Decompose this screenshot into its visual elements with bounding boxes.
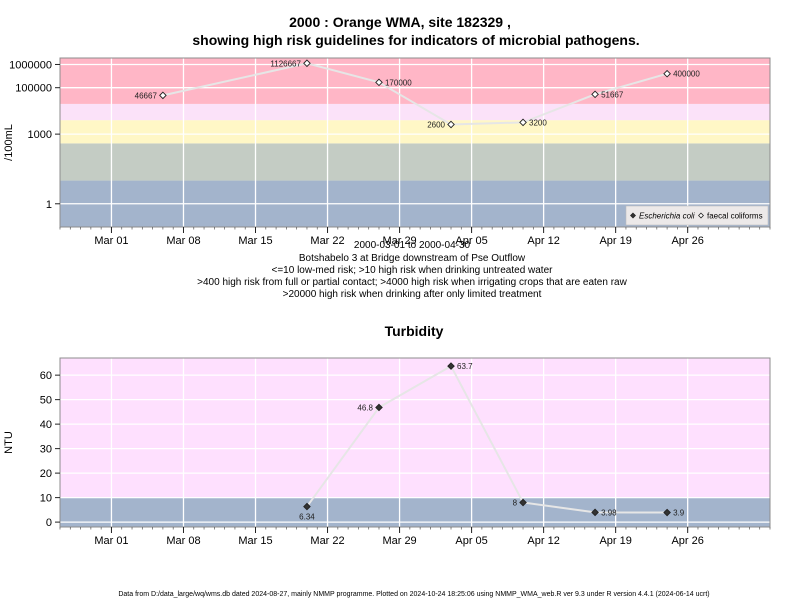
y-tick-label: 50	[40, 395, 52, 407]
x-tick-label: Mar 01	[94, 235, 128, 247]
data-label: 400000	[673, 70, 700, 79]
risk-band-2	[60, 358, 770, 498]
info-site: Botshabelo 3 at Bridge downstream of Pse…	[299, 253, 526, 264]
x-tick-label: Mar 15	[238, 235, 272, 247]
y-tick-label: 1000	[28, 129, 52, 141]
data-label: 6.34	[299, 513, 315, 522]
x-tick-label: Mar 29	[382, 535, 416, 547]
x-tick-label: Apr 12	[527, 535, 559, 547]
y-tick-label: 30	[40, 444, 52, 456]
x-tick-label: Mar 08	[166, 535, 200, 547]
legend-label: faecal coliforms	[707, 212, 763, 221]
data-point	[519, 498, 527, 507]
x-tick-label: Apr 05	[455, 235, 487, 247]
data-point	[591, 90, 599, 99]
info-guideline-1: <=10 low-med risk; >10 high risk when dr…	[272, 265, 554, 276]
y-tick-label: 1	[46, 199, 52, 211]
x-tick-label: Mar 22	[310, 235, 344, 247]
plot-frame	[59, 357, 771, 528]
main-title-line1: 2000 : Orange WMA, site 182329 ,	[289, 14, 511, 30]
info-guideline-3: >20000 high risk when drinking after onl…	[283, 289, 542, 300]
x-tick-label: Apr 19	[599, 235, 631, 247]
x-tick-label: Apr 05	[455, 535, 487, 547]
data-label: 3.9	[673, 509, 685, 518]
y-axis-label: /100mL	[3, 124, 15, 161]
info-guideline-2: >400 high risk from full or partial cont…	[197, 277, 627, 288]
y-tick-label: 1000000	[9, 59, 52, 71]
data-label: 3200	[529, 118, 547, 127]
data-label: 3.98	[601, 508, 617, 517]
risk-band-2	[60, 143, 770, 181]
x-tick-label: Apr 12	[527, 235, 559, 247]
data-point	[663, 508, 671, 517]
y-tick-label: 40	[40, 419, 52, 431]
y-tick-label: 10	[40, 493, 52, 505]
x-tick-label: Mar 22	[310, 535, 344, 547]
data-label: 46.8	[357, 403, 373, 412]
x-tick-label: Mar 01	[94, 535, 128, 547]
data-point	[519, 118, 527, 127]
info-date-range: 2000-03-01 to 2000-04-30	[354, 240, 471, 251]
data-label: 8	[513, 499, 518, 508]
y-tick-label: 100000	[15, 83, 52, 95]
data-point	[447, 120, 455, 129]
x-tick-label: Mar 08	[166, 235, 200, 247]
x-tick-label: Mar 29	[382, 235, 416, 247]
legend: Escherichia coli faecal coliforms	[625, 205, 769, 226]
plot-frame	[59, 57, 771, 228]
data-point	[447, 362, 455, 370]
microbial-chart: Mar 01 Mar 08 Mar 15 Mar 22 Mar 29 Apr 05 Apr …	[3, 57, 771, 247]
data-label: 170000	[385, 78, 412, 87]
data-point	[159, 91, 167, 100]
y-tick-label: 20	[40, 468, 52, 480]
series-line	[306, 364, 668, 514]
data-point	[663, 69, 671, 78]
main-title-line2: showing high risk guidelines for indicat…	[192, 32, 639, 48]
y-axis-label: NTU	[3, 431, 15, 454]
y-tick-label: 0	[46, 517, 52, 529]
footer-note: Data from D:/data_large/wq/wms.db dated …	[118, 591, 709, 598]
x-tick-label: Mar 15	[238, 535, 272, 547]
y-tick-label: 60	[40, 370, 52, 382]
data-label: 46667	[135, 91, 158, 100]
data-label: 1126667	[270, 59, 301, 68]
data-label: 63.7	[457, 362, 473, 371]
risk-band-5	[60, 58, 770, 104]
data-point	[375, 403, 383, 412]
x-tick-label: Apr 26	[671, 235, 703, 247]
legend-box	[625, 205, 769, 226]
x-tick-label: Apr 19	[599, 535, 631, 547]
turbidity-chart: Mar 01 Mar 08 Mar 15 Mar 22 Mar 29 Apr 05 Apr …	[3, 323, 771, 547]
data-label: 51667	[601, 90, 624, 99]
data-point	[303, 59, 311, 68]
data-label: 2600	[427, 120, 445, 129]
legend-marker	[698, 212, 704, 219]
data-point	[303, 502, 311, 511]
risk-band-3	[60, 120, 770, 144]
risk-band-4	[60, 103, 770, 121]
data-point	[375, 78, 383, 87]
legend-marker	[630, 212, 636, 219]
chart-title: Turbidity	[385, 323, 444, 339]
legend-label: Escherichia coli	[639, 212, 695, 221]
data-point	[591, 508, 599, 517]
x-tick-label: Apr 26	[671, 535, 703, 547]
